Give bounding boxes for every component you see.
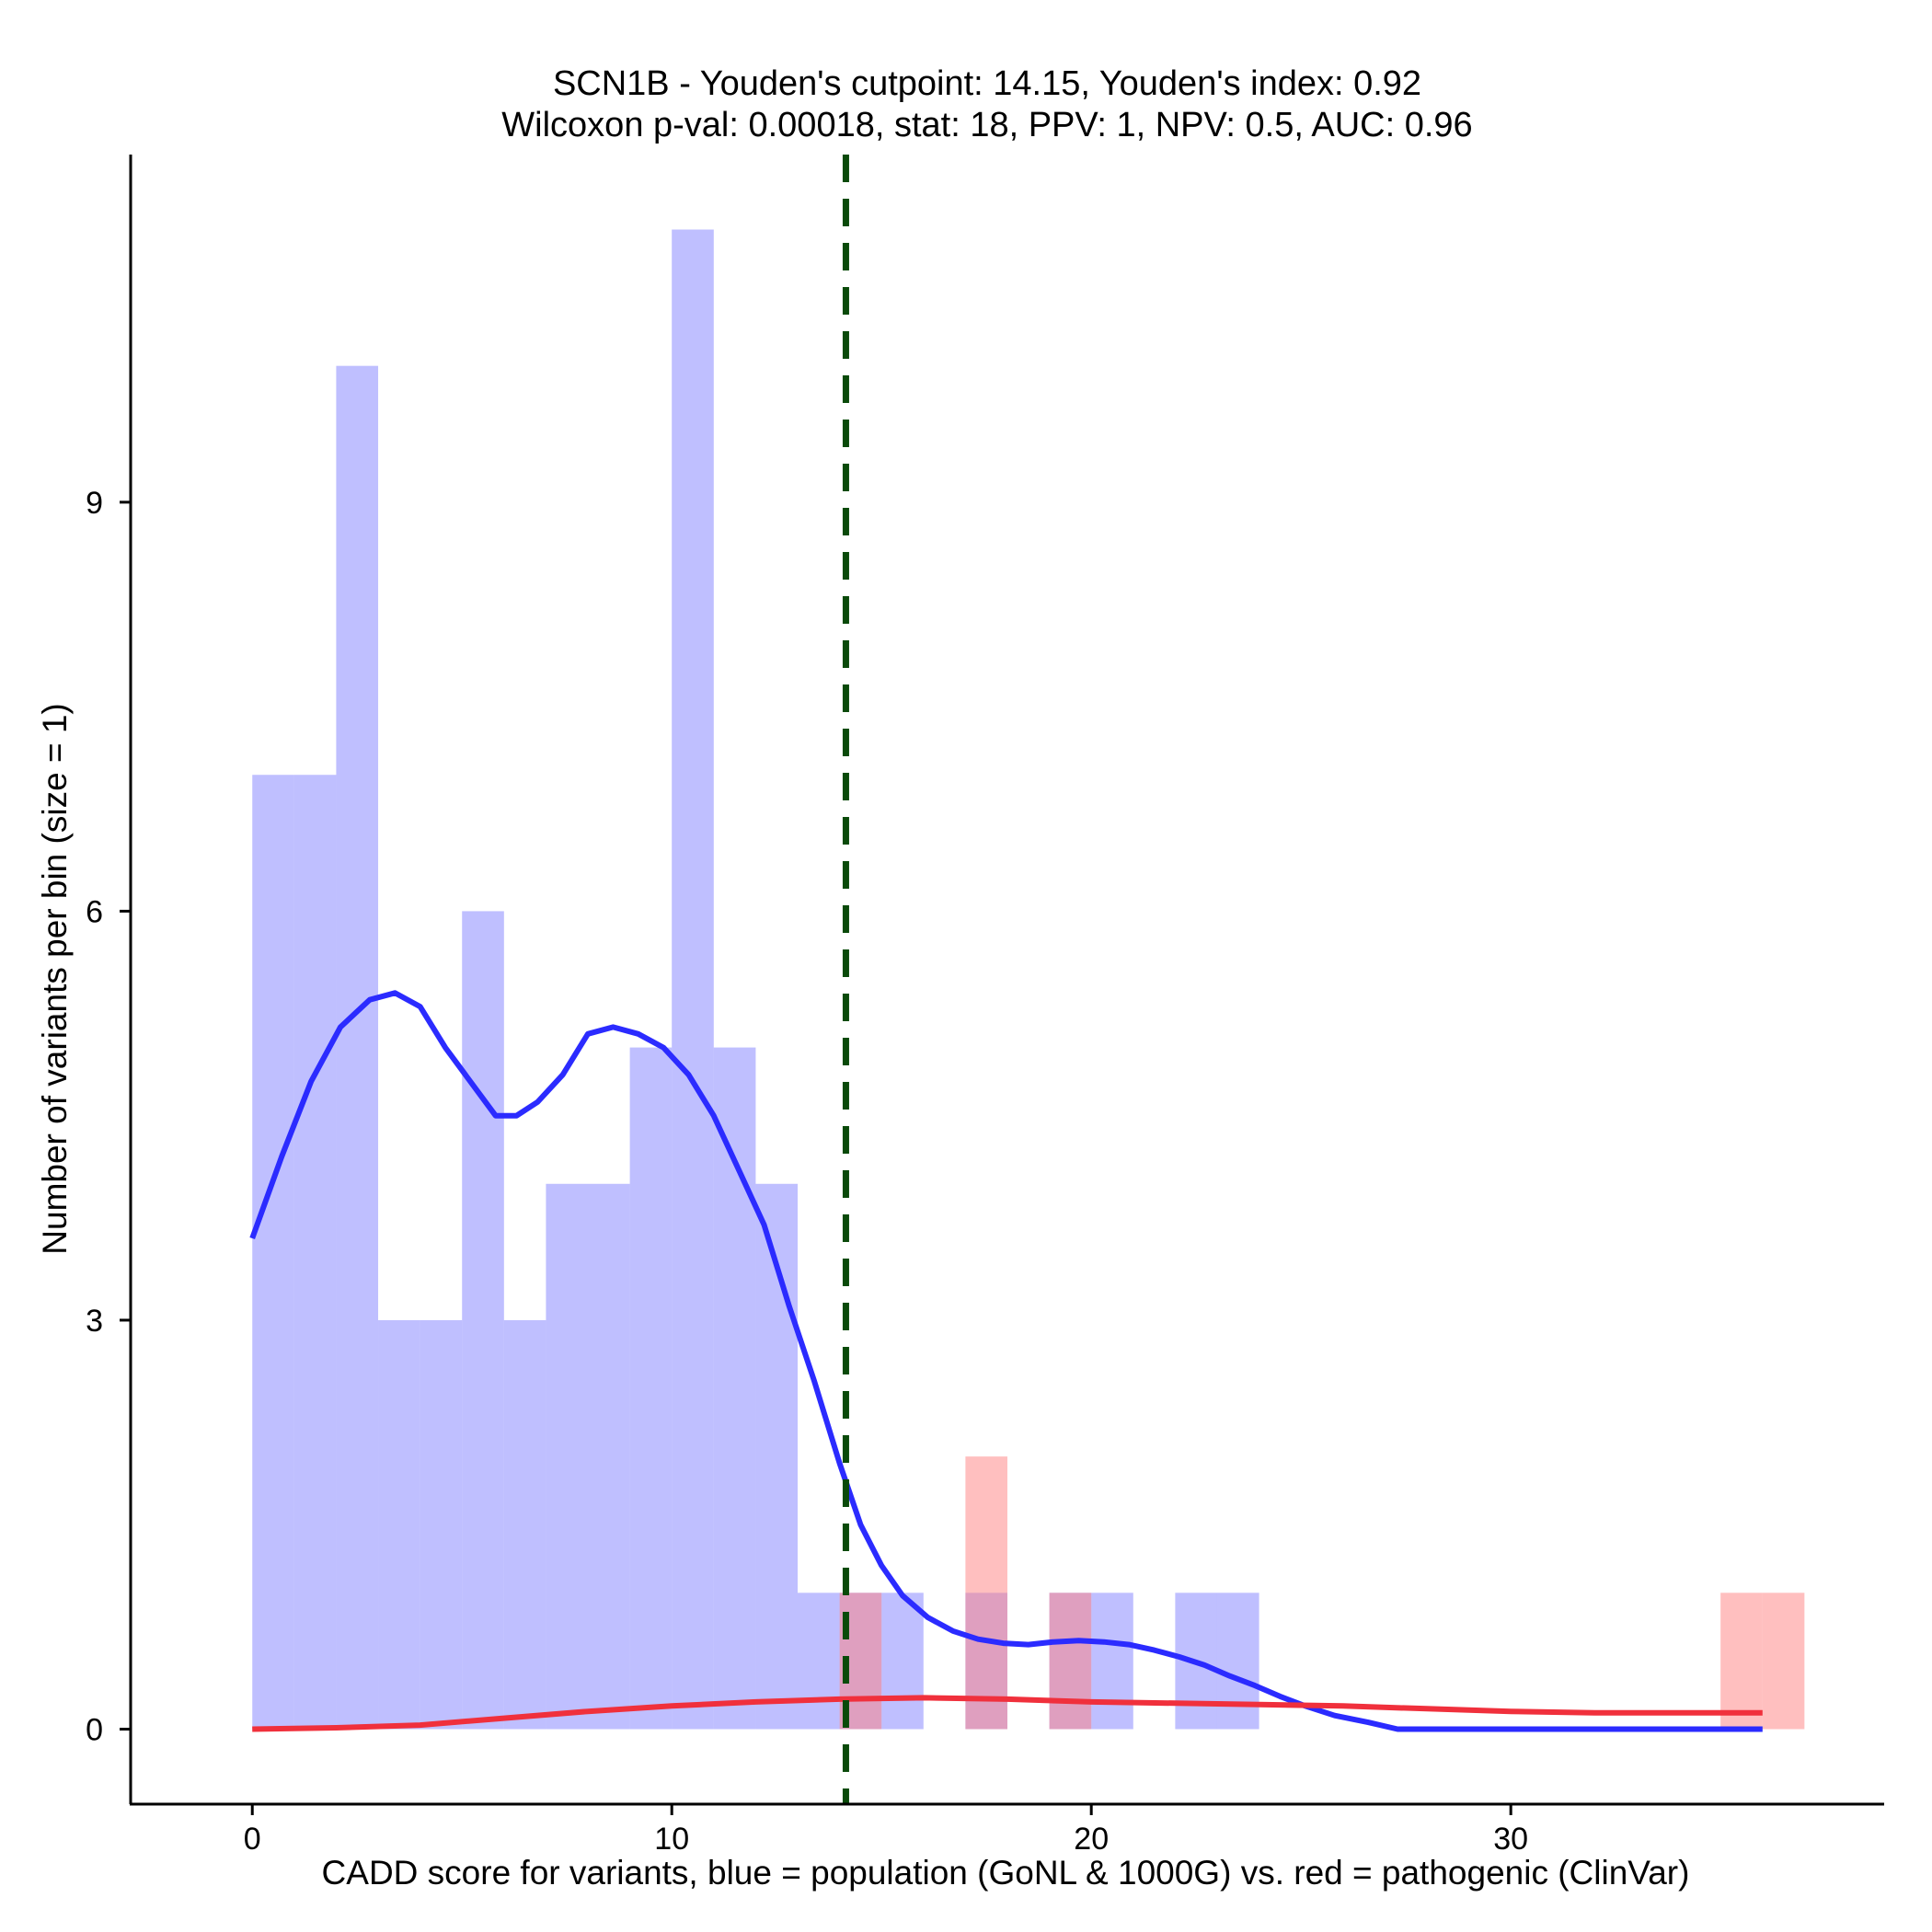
pathogenic-bar xyxy=(1049,1593,1092,1730)
population-bar xyxy=(252,775,294,1730)
x-axis-title: CADD score for variants, blue = populati… xyxy=(322,1854,1690,1892)
population-bar xyxy=(629,1047,673,1730)
x-tick-label: 0 xyxy=(244,1822,261,1857)
x-tick-label: 30 xyxy=(1493,1822,1528,1857)
x-axis-ticks: 0 10 20 30 xyxy=(244,1804,1528,1857)
population-bar xyxy=(588,1183,630,1730)
y-tick-label: 3 xyxy=(86,1304,103,1339)
population-bar xyxy=(293,775,337,1730)
population-bar xyxy=(798,1593,840,1730)
population-bar xyxy=(881,1593,924,1730)
population-bar xyxy=(546,1183,589,1730)
population-bar xyxy=(713,1047,756,1730)
y-axis-title: Number of variants per bin (size = 1) xyxy=(36,703,74,1254)
pathogenic-bar xyxy=(1762,1593,1805,1730)
y-tick-label: 6 xyxy=(86,894,103,929)
y-tick-label: 0 xyxy=(86,1713,103,1748)
x-tick-label: 10 xyxy=(654,1822,689,1857)
pathogenic-density-curve xyxy=(252,1695,1763,1732)
population-bar xyxy=(462,911,504,1730)
population-bars xyxy=(252,229,1259,1730)
x-tick-label: 20 xyxy=(1074,1822,1109,1857)
pathogenic-bars xyxy=(839,1456,1805,1730)
population-bar xyxy=(503,1319,546,1730)
y-tick-label: 9 xyxy=(86,486,103,521)
chart-title: SCN1B - Youden's cutpoint: 14.15, Youden… xyxy=(553,64,1421,103)
pathogenic-bar xyxy=(965,1456,1007,1730)
pathogenic-bar xyxy=(1720,1593,1763,1730)
population-bar xyxy=(672,229,714,1730)
y-axis-ticks: 0 3 6 9 xyxy=(86,486,131,1748)
population-bar xyxy=(378,1319,420,1730)
population-bar xyxy=(420,1319,463,1730)
population-bar xyxy=(1216,1593,1259,1730)
population-bar xyxy=(336,365,379,1730)
chart-subtitle: Wilcoxon p-val: 0.00018, stat: 18, PPV: … xyxy=(501,106,1472,144)
population-bar xyxy=(1091,1593,1133,1730)
